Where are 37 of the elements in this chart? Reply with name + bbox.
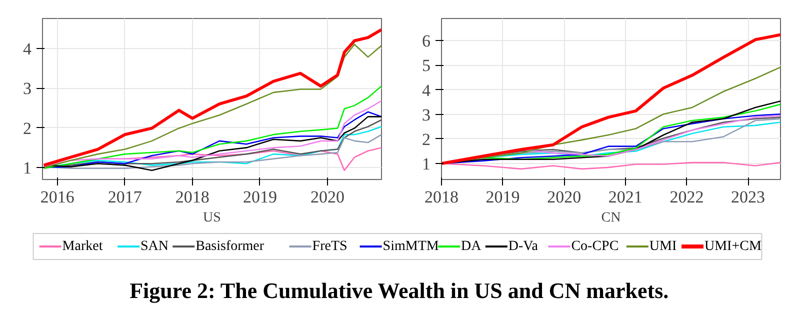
legend-label: SimMTM: [382, 239, 440, 254]
x-tick-label: 2023: [731, 188, 766, 206]
y-tick-label: 2: [23, 118, 32, 138]
x-axis-title: CN: [601, 210, 621, 226]
line-series: [442, 33, 780, 166]
legend-label: SAN: [140, 239, 169, 254]
legend-label: Co-CPC: [571, 239, 619, 254]
x-tick-label: 2018: [424, 188, 458, 206]
legend-label: Market: [62, 239, 103, 254]
x-tick-label: 2020: [310, 188, 344, 206]
y-tick-label: 6: [422, 32, 430, 51]
caption: Figure 2: The Cumulative Wealth in US and CN markets.: [130, 278, 669, 303]
legend-label: UMI: [649, 239, 677, 254]
x-tick-label: 2021: [608, 188, 642, 206]
x-tick-label: 2019: [486, 188, 520, 206]
y-tick-label: 4: [422, 80, 431, 100]
legend-label: D-Va: [508, 239, 539, 254]
legend-label: UMI+CM: [704, 239, 762, 254]
y-tick-label: 3: [23, 79, 32, 98]
x-tick-label: 2019: [242, 188, 277, 206]
x-tick-label: 2022: [670, 188, 704, 206]
y-tick-label: 4: [23, 39, 32, 58]
line-series: [43, 100, 382, 168]
x-tick-label: 2017: [108, 188, 142, 206]
legend-label: FreTS: [312, 239, 348, 254]
line-series: [43, 85, 382, 170]
y-tick-label: 1: [23, 158, 32, 178]
y-tick-label: 3: [422, 105, 430, 124]
x-tick-label: 2020: [547, 188, 582, 206]
x-tick-label: 2018: [175, 188, 210, 206]
y-tick-label: 1: [422, 154, 430, 174]
y-tick-label: 5: [422, 56, 430, 76]
x-tick-label: 2016: [40, 188, 74, 206]
x-axis-title: US: [203, 210, 221, 226]
legend-label: Basisformer: [196, 239, 264, 254]
legend-label: DA: [461, 239, 482, 254]
y-tick-label: 2: [422, 130, 430, 149]
